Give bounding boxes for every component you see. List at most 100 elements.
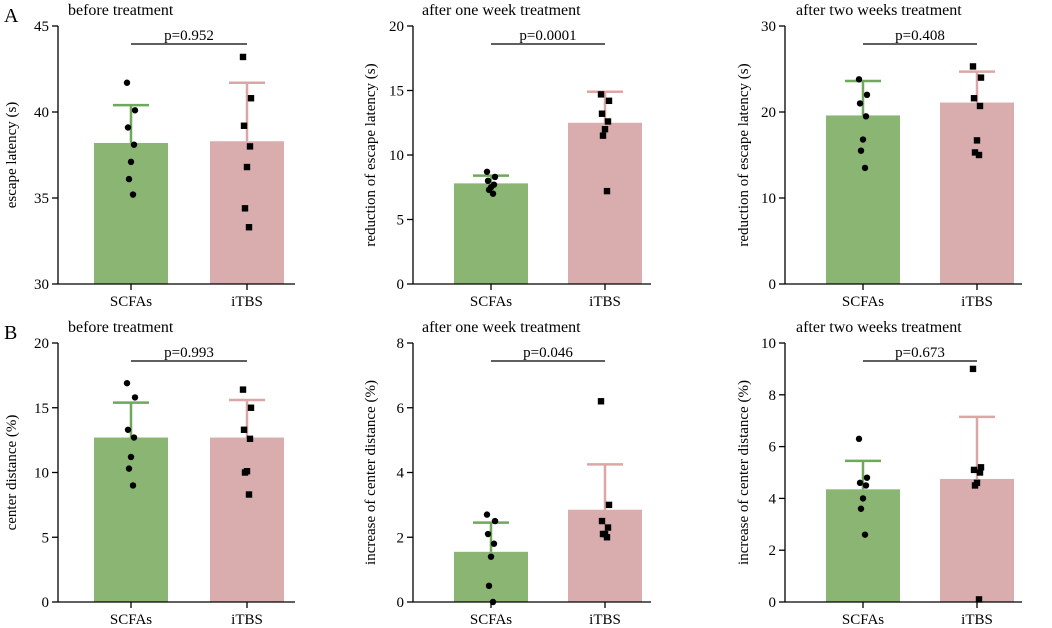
error-bar-scfas	[113, 103, 149, 143]
bar-itbs	[940, 478, 1014, 602]
y-tick-label: 10	[761, 336, 776, 352]
data-point-itbs	[245, 491, 253, 498]
data-point-scfas	[491, 517, 499, 525]
p-value-label: p=0.993	[164, 345, 214, 361]
panel-label-a: A	[4, 5, 19, 27]
data-point-itbs	[971, 149, 979, 156]
data-point-scfas	[130, 434, 138, 441]
data-point-itbs	[603, 534, 611, 541]
y-tick-label: 2	[769, 543, 777, 559]
data-point-itbs	[239, 386, 247, 393]
data-point-itbs	[246, 435, 254, 443]
data-point-scfas	[855, 435, 863, 443]
data-point-itbs	[245, 224, 253, 231]
data-point-itbs	[598, 517, 606, 525]
data-point-scfas	[131, 107, 139, 114]
y-tick-label: 6	[769, 440, 777, 456]
chart-title: after two weeks treatment	[796, 319, 962, 336]
x-tick-label-itbs: iTBS	[231, 612, 263, 628]
data-point-scfas	[489, 190, 497, 197]
data-point-itbs	[241, 205, 249, 212]
y-axis-label: center distance (%)	[4, 415, 20, 531]
y-tick-label: 10	[761, 191, 776, 207]
y-axis-label: escape latency (s)	[4, 102, 20, 209]
y-tick-label: 20	[389, 19, 404, 35]
p-value-label: p=0.952	[164, 28, 214, 44]
p-value-label: p=0.408	[895, 28, 945, 44]
y-tick-label: 8	[397, 336, 405, 352]
data-point-itbs	[239, 53, 247, 61]
y-axis-label: reduction of escape latency (s)	[363, 63, 379, 246]
data-point-scfas	[125, 175, 133, 183]
data-point-scfas	[861, 531, 869, 538]
x-tick-label-scfas: SCFAs	[842, 612, 884, 628]
y-tick-label: 0	[42, 595, 50, 611]
data-point-itbs	[970, 95, 978, 102]
chart-title: after one week treatment	[422, 2, 581, 19]
data-point-scfas	[856, 100, 864, 107]
data-point-scfas	[484, 530, 492, 538]
y-tick-label: 15	[34, 401, 49, 417]
bar-scfas	[454, 551, 528, 602]
error-bar-itbs	[587, 90, 623, 123]
y-tick-label: 6	[397, 401, 405, 417]
chart-4: 0 5 10 15 20 SCFAs iTBS before treatment center …	[4, 319, 295, 628]
data-point-scfas	[863, 91, 871, 99]
data-point-scfas	[487, 553, 495, 560]
data-point-scfas	[859, 495, 867, 502]
y-tick-label: 30	[761, 19, 776, 35]
y-tick-label: 0	[397, 595, 405, 611]
y-tick-label: 30	[34, 277, 49, 293]
x-tick-label-itbs: iTBS	[589, 612, 621, 628]
data-point-itbs	[597, 91, 605, 98]
p-value-label: p=0.673	[895, 345, 945, 361]
data-point-scfas	[862, 482, 870, 489]
data-point-scfas	[856, 479, 864, 487]
data-point-scfas	[491, 173, 499, 181]
y-tick-label: 10	[389, 148, 404, 164]
error-bar-scfas	[473, 521, 509, 552]
chart-3: 0 10 20 30 SCFAs iTBS after two weeks treatmen…	[736, 2, 1022, 310]
y-tick-label: 4	[769, 491, 777, 507]
bar-scfas	[454, 183, 528, 284]
data-point-scfas	[863, 474, 871, 481]
x-tick-label-itbs: iTBS	[961, 612, 993, 628]
data-point-scfas	[127, 453, 135, 461]
data-point-itbs	[240, 426, 248, 433]
data-point-itbs	[604, 524, 612, 531]
data-point-scfas	[130, 141, 138, 148]
data-point-itbs	[599, 530, 607, 538]
data-point-itbs	[976, 469, 984, 476]
data-point-scfas	[859, 136, 867, 143]
y-axis-label: reduction of escape latency (s)	[736, 63, 752, 246]
data-point-itbs	[241, 469, 249, 476]
data-point-itbs	[246, 143, 254, 150]
data-point-scfas	[131, 394, 139, 401]
data-point-scfas	[483, 168, 491, 175]
data-point-itbs	[598, 110, 606, 117]
error-bar-scfas	[113, 401, 149, 438]
y-tick-label: 45	[34, 19, 49, 35]
data-point-itbs	[247, 95, 255, 102]
data-point-scfas	[490, 540, 498, 547]
data-point-itbs	[603, 187, 611, 195]
y-tick-label: 5	[42, 530, 50, 546]
x-tick-label-scfas: SCFAs	[470, 294, 512, 310]
chart-6: 0 2 4 6 8 10 SCFAs iTBS after two weeks treatmen…	[736, 319, 1022, 628]
data-point-scfas	[129, 482, 137, 489]
y-tick-label: 40	[34, 105, 49, 121]
bar-scfas	[94, 142, 168, 284]
bar-itbs	[210, 437, 284, 602]
bar-scfas	[94, 437, 168, 602]
bar-itbs	[940, 102, 1014, 284]
data-point-itbs	[247, 404, 255, 411]
y-tick-label: 10	[34, 466, 49, 482]
y-axis-label: increase of center distance (%)	[363, 380, 379, 565]
y-axis-label: increase of center distance (%)	[736, 380, 752, 565]
y-tick-label: 0	[769, 595, 777, 611]
data-point-scfas	[127, 158, 135, 166]
bar-scfas	[826, 115, 900, 284]
data-point-scfas	[125, 465, 133, 472]
data-point-itbs	[977, 74, 985, 81]
